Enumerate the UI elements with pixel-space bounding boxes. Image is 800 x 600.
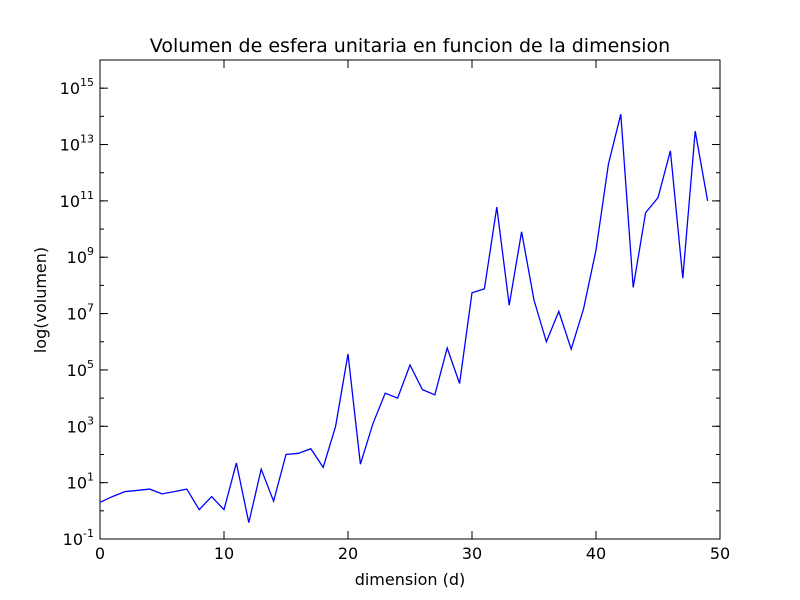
- y-tick-label: 105: [67, 358, 94, 380]
- series-line: [99, 113, 709, 523]
- x-tick-label: 40: [586, 544, 606, 563]
- x-tick-label: 30: [462, 544, 482, 563]
- x-tick-label: 0: [95, 544, 105, 563]
- x-tick-label: 20: [338, 544, 358, 563]
- x-axis-label: dimension (d): [355, 570, 466, 589]
- y-tick-label: 10-1: [63, 527, 94, 549]
- y-tick-label: 103: [67, 414, 94, 436]
- y-tick-label: 109: [67, 245, 94, 267]
- y-tick-label: 101: [67, 471, 94, 493]
- plot-area: 10-1 101 103 105 107 109 1011 1013 1015 0 10 20 30 40…: [60, 59, 730, 563]
- axes-frame: [99, 59, 721, 540]
- y-tick-label: 1015: [60, 76, 94, 98]
- y-axis-label: log(volumen): [31, 247, 50, 353]
- y-tick-label: 1011: [60, 189, 94, 211]
- x-tick-label: 10: [214, 544, 234, 563]
- x-tick-label: 50: [710, 544, 730, 563]
- y-tick-label: 107: [67, 302, 94, 324]
- y-tick-label: 1013: [60, 133, 94, 155]
- chart-title: Volumen de esfera unitaria en funcion de…: [150, 35, 670, 57]
